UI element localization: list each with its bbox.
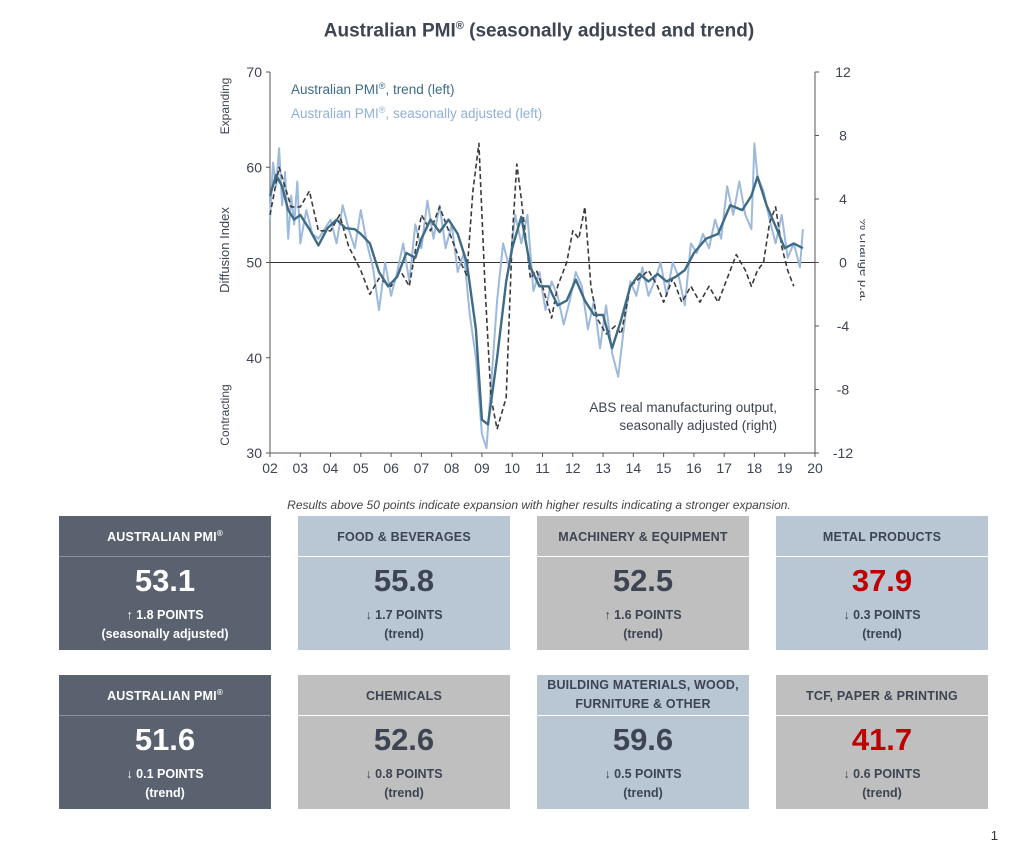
legend-trend: Australian PMI®, trend (left) xyxy=(291,81,454,97)
card-divider xyxy=(59,715,271,716)
pmi-card: AUSTRALIAN PMI® 53.1 ↑ 1.8 POINTS (seasonal… xyxy=(59,516,271,650)
pmi-card: BUILDING MATERIALS, WOOD, FURNITURE & OT… xyxy=(537,675,749,809)
page-title: Australian PMI® (seasonally adjusted and… xyxy=(323,20,755,42)
footnote: Results above 50 points indicate expansi… xyxy=(287,498,791,512)
card-value: 59.6 xyxy=(612,722,674,757)
card-change: ↓ 0.8 POINTS xyxy=(365,767,443,781)
y-left-tick-label: 30 xyxy=(246,445,262,461)
legend-sa: Australian PMI®, seasonally adjusted (le… xyxy=(291,105,542,121)
card-name: AUSTRALIAN PMI® xyxy=(107,688,223,704)
card-basis: (trend) xyxy=(384,627,424,641)
card-value: 52.6 xyxy=(373,722,435,757)
card-divider xyxy=(537,715,749,716)
card-basis: (trend) xyxy=(145,786,185,800)
card-change: ↓ 0.5 POINTS xyxy=(604,767,682,781)
card-change: ↑ 1.8 POINTS xyxy=(126,608,204,622)
card-name: FOOD & BEVERAGES xyxy=(337,530,471,545)
x-tick-label: 09 xyxy=(474,460,490,476)
x-tick-label: 16 xyxy=(686,460,702,476)
x-tick-label: 15 xyxy=(656,460,672,476)
card-basis: (seasonally adjusted) xyxy=(101,627,229,641)
x-tick-label: 02 xyxy=(262,460,278,476)
card-change: ↑ 1.6 POINTS xyxy=(604,608,682,622)
series-abs-line xyxy=(269,142,795,431)
pmi-card: FOOD & BEVERAGES 55.8 ↓ 1.7 POINTS (trend) xyxy=(298,516,510,650)
series-trend-line xyxy=(268,173,804,426)
x-tick-label: 08 xyxy=(444,460,460,476)
ylabel-right: % change p.a. xyxy=(857,218,865,301)
card-value: 52.5 xyxy=(612,563,674,598)
x-tick-label: 11 xyxy=(535,460,550,476)
x-tick-label: 20 xyxy=(807,460,823,476)
y-right-tick-label: -8 xyxy=(837,382,850,398)
card-basis: (trend) xyxy=(384,786,424,800)
x-tick-label: 03 xyxy=(292,460,308,476)
card-basis: (trend) xyxy=(623,627,663,641)
x-tick-label: 17 xyxy=(716,460,732,476)
pmi-card: MACHINERY & EQUIPMENT 52.5 ↑ 1.6 POINTS (tr… xyxy=(537,516,749,650)
abs-annotation-line1: ABS real manufacturing output, xyxy=(589,400,777,415)
ylabel-left: Diffusion Index xyxy=(217,207,232,293)
card-value: 37.9 xyxy=(851,563,913,598)
card-name: BUILDING MATERIALS, WOOD, FURNITURE & OT… xyxy=(547,677,739,712)
card-value: 51.6 xyxy=(134,722,196,757)
card-divider xyxy=(537,556,749,557)
card-name: MACHINERY & EQUIPMENT xyxy=(558,530,728,545)
x-tick-label: 18 xyxy=(747,460,763,476)
x-tick-label: 05 xyxy=(353,460,369,476)
y-left-tick-label: 40 xyxy=(246,350,262,366)
y-right-tick-label: -4 xyxy=(837,318,850,334)
y-bottom-label: Contracting xyxy=(218,384,232,445)
card-divider xyxy=(298,556,510,557)
page-number: 1 xyxy=(990,828,998,843)
y-left-tick-label: 60 xyxy=(246,159,262,175)
y-right-tick-label: 8 xyxy=(839,128,847,144)
card-change: ↓ 0.3 POINTS xyxy=(843,608,921,622)
card-name: TCF, PAPER & PRINTING xyxy=(806,689,958,704)
pmi-card: CHEMICALS 52.6 ↓ 0.8 POINTS (trend) xyxy=(298,675,510,809)
card-value: 41.7 xyxy=(851,722,913,757)
abs-annotation-line2: seasonally adjusted (right) xyxy=(619,418,777,433)
x-tick-label: 19 xyxy=(777,460,793,476)
card-divider xyxy=(59,556,271,557)
x-tick-label: 10 xyxy=(504,460,520,476)
y-top-label: Expanding xyxy=(218,78,232,135)
y-left-tick-label: 50 xyxy=(246,255,262,271)
y-right-tick-label: 4 xyxy=(839,191,847,207)
pmi-card: AUSTRALIAN PMI® 51.6 ↓ 0.1 POINTS (trend) xyxy=(59,675,271,809)
card-basis: (trend) xyxy=(862,627,902,641)
y-right-tick-label: 12 xyxy=(835,64,851,80)
card-divider xyxy=(298,715,510,716)
card-value: 53.1 xyxy=(134,563,196,598)
x-tick-label: 13 xyxy=(595,460,611,476)
card-divider xyxy=(776,715,988,716)
x-tick-label: 12 xyxy=(565,460,581,476)
x-tick-label: 14 xyxy=(626,460,642,476)
card-name: CHEMICALS xyxy=(365,689,443,704)
x-tick-label: 07 xyxy=(414,460,430,476)
card-name: METAL PRODUCTS xyxy=(822,530,942,545)
card-basis: (trend) xyxy=(623,786,663,800)
y-right-tick-label: -12 xyxy=(833,445,853,461)
card-name: AUSTRALIAN PMI® xyxy=(107,529,223,545)
x-tick-label: 04 xyxy=(323,460,339,476)
pmi-card: TCF, PAPER & PRINTING 41.7 ↓ 0.6 POINTS (tr… xyxy=(776,675,988,809)
y-right-tick-label: 0 xyxy=(839,255,847,271)
card-value: 55.8 xyxy=(373,563,435,598)
pmi-card: METAL PRODUCTS 37.9 ↓ 0.3 POINTS (trend) xyxy=(776,516,988,650)
x-tick-label: 06 xyxy=(383,460,399,476)
card-divider xyxy=(776,556,988,557)
card-change: ↓ 0.1 POINTS xyxy=(126,767,204,781)
y-left-tick-label: 70 xyxy=(246,64,262,80)
card-basis: (trend) xyxy=(862,786,902,800)
card-change: ↓ 1.7 POINTS xyxy=(365,608,443,622)
card-change: ↓ 0.6 POINTS xyxy=(843,767,921,781)
